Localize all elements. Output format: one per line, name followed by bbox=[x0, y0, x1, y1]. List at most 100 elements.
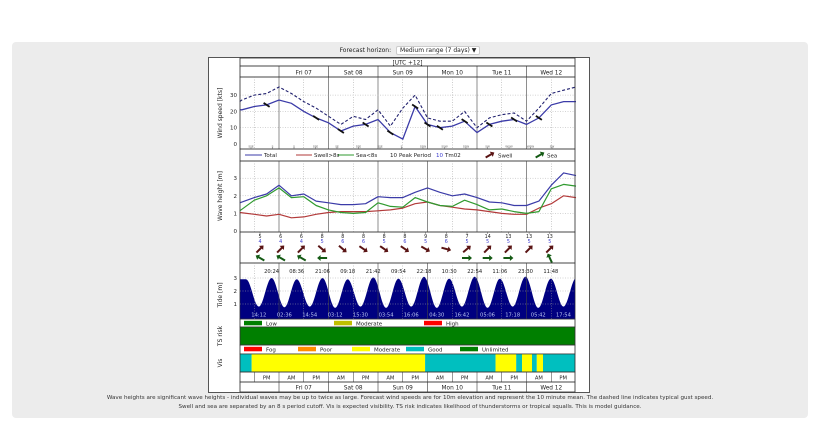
wind-direction-arrow bbox=[510, 116, 518, 123]
swell-direction-arrow bbox=[338, 245, 347, 253]
wind-direction-label: SW bbox=[550, 145, 555, 149]
legend-sea-label: Sea<8s bbox=[356, 153, 377, 159]
swell-direction-arrow bbox=[441, 246, 452, 253]
tm02-label: 5 bbox=[486, 239, 489, 245]
tide-ylabel: Tide [m] bbox=[217, 282, 224, 308]
ampm-label: AM bbox=[287, 376, 295, 382]
day-footer-label: Mon 10 bbox=[442, 386, 464, 392]
low-tide-time: 04:30 bbox=[429, 313, 444, 319]
legend-tm-label: Tm02 bbox=[444, 153, 461, 159]
day-header-label: Mon 10 bbox=[442, 71, 464, 77]
arrow-head bbox=[539, 151, 545, 157]
wind-direction-arrow bbox=[411, 103, 419, 110]
high-tide-time: 21:42 bbox=[366, 269, 381, 275]
vis-segment bbox=[495, 354, 517, 372]
low-tide-time: 16:06 bbox=[404, 313, 419, 319]
legend-sea-arrow-label: Sea bbox=[547, 154, 557, 160]
day-footer-label: Fri 07 bbox=[296, 386, 312, 392]
low-tide-time: 05:42 bbox=[531, 313, 546, 319]
tm02-label: 5 bbox=[465, 239, 468, 245]
wind-direction-arrow bbox=[535, 115, 543, 121]
high-tide-time: 22:18 bbox=[417, 269, 432, 275]
tide-ytick-label: 1 bbox=[234, 302, 238, 308]
wind-ytick-label: 10 bbox=[230, 126, 237, 132]
low-tide-time: 14:54 bbox=[302, 313, 318, 319]
wind-ytick-label: 20 bbox=[230, 109, 237, 115]
wind-direction-arrow bbox=[461, 118, 469, 124]
legend-tm-number: 10 bbox=[436, 153, 443, 159]
tm02-label: 4 bbox=[300, 239, 303, 245]
vis-segment bbox=[522, 354, 532, 372]
high-tide-time: 10:30 bbox=[442, 269, 457, 275]
day-header-label: Fri 07 bbox=[296, 71, 312, 77]
sea-direction-arrow bbox=[462, 255, 472, 261]
legend-swell-label: Swell>8s bbox=[314, 153, 340, 159]
peak-period-label: 13 bbox=[505, 234, 511, 240]
sea-direction-arrow bbox=[317, 255, 328, 261]
swell-direction-arrow bbox=[504, 245, 512, 254]
high-tide-time: 11:48 bbox=[543, 269, 558, 275]
legend-total-label: Total bbox=[263, 153, 277, 159]
wind-direction-label: SSE bbox=[248, 145, 254, 149]
swell-direction-arrow bbox=[483, 245, 492, 254]
wave-ytick-label: 2 bbox=[234, 194, 238, 200]
tm02-label: 5 bbox=[507, 239, 510, 245]
wind-direction-arrow bbox=[312, 115, 320, 121]
vis-segment bbox=[536, 354, 543, 372]
high-tide-time: 22:54 bbox=[467, 269, 483, 275]
wind-direction-arrow bbox=[362, 121, 370, 128]
arrow-head bbox=[446, 246, 452, 253]
tm02-label: 5 bbox=[548, 239, 551, 245]
ampm-label: AM bbox=[337, 376, 345, 382]
ts-risk-legend-label: High bbox=[446, 322, 459, 328]
peak-period-label: 8 bbox=[403, 234, 406, 240]
wind-ylabel: Wind speed [kts] bbox=[217, 88, 224, 139]
wind-direction-arrow bbox=[386, 129, 394, 136]
tm02-label: 6 bbox=[341, 239, 344, 245]
tide-ytick-label: 2 bbox=[234, 289, 238, 295]
wind-speed-line bbox=[239, 99, 576, 141]
ts-risk-legend-label: Moderate bbox=[356, 322, 383, 328]
high-tide-time: 09:54 bbox=[391, 269, 407, 275]
sea-direction-arrow bbox=[255, 254, 265, 262]
ts-risk-legend-label: Low bbox=[266, 322, 277, 328]
footer-note-2: Swell and sea are separated by an 8 s pe… bbox=[178, 404, 642, 410]
swell-direction-arrow bbox=[358, 245, 368, 253]
forecast-horizon-select[interactable]: Medium range (7 days) ▼ bbox=[396, 46, 481, 55]
wind-direction-arrow bbox=[263, 102, 271, 108]
peak-period-label: 5 bbox=[258, 234, 261, 240]
ampm-label: PM bbox=[263, 376, 271, 382]
arrow-head bbox=[546, 253, 552, 258]
plot-outline bbox=[239, 57, 576, 393]
high-tide-time: 08:36 bbox=[289, 269, 304, 275]
swell-direction-arrow bbox=[420, 245, 430, 253]
peak-period-label: 14 bbox=[485, 234, 491, 240]
arrow-head bbox=[404, 247, 409, 253]
day-footer-label: Sat 08 bbox=[344, 386, 363, 392]
tide-area bbox=[240, 276, 575, 319]
wind-direction-label: SW bbox=[485, 145, 490, 149]
vis-legend-label: Moderate bbox=[374, 348, 401, 354]
swell-direction-arrow bbox=[379, 245, 389, 253]
peak-period-label: 13 bbox=[526, 234, 532, 240]
wind-direction-arrow bbox=[424, 121, 431, 128]
wind-direction-label: SSW bbox=[420, 145, 427, 149]
tm02-label: 4 bbox=[279, 239, 282, 245]
wind-direction-label: SSW bbox=[463, 145, 470, 149]
arrow-head bbox=[509, 255, 514, 261]
wave-sea-line bbox=[239, 183, 577, 214]
low-tide-time: 03:54 bbox=[379, 313, 395, 319]
tm02-label: 6 bbox=[362, 239, 365, 245]
ts-risk-ylabel: TS risk bbox=[217, 325, 224, 347]
vis-segment bbox=[240, 354, 252, 372]
swell-direction-arrow bbox=[276, 245, 285, 254]
ampm-label: AM bbox=[386, 376, 394, 382]
tm02-label: 6 bbox=[403, 239, 406, 245]
high-tide-time: 20:24 bbox=[264, 269, 280, 275]
day-header-label: Sun 09 bbox=[393, 71, 414, 77]
triangle-down-icon: ▼ bbox=[471, 47, 477, 54]
arrow-head bbox=[528, 245, 533, 251]
ts-risk-legend-swatch bbox=[334, 320, 352, 326]
ampm-label: AM bbox=[535, 376, 543, 382]
arrow-head bbox=[507, 245, 512, 251]
